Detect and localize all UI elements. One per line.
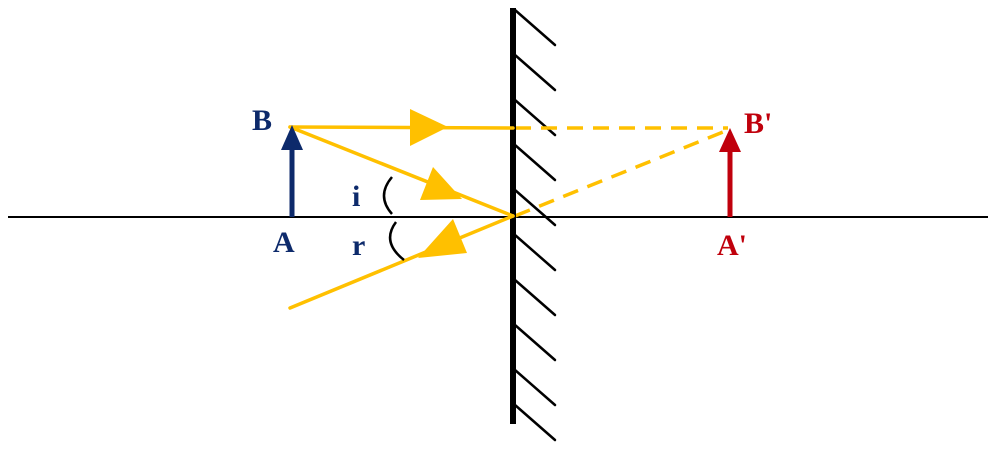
label-angle-i: i bbox=[352, 180, 360, 213]
image-arrow bbox=[719, 128, 741, 217]
label-image-base-A-prime: A' bbox=[717, 229, 747, 262]
oblique-incident-ray bbox=[288, 125, 515, 218]
angle-arcs bbox=[382, 176, 405, 261]
label-object-base-A: A bbox=[273, 226, 295, 259]
label-angle-r: r bbox=[352, 229, 365, 262]
ray-direction-arrows bbox=[410, 109, 467, 258]
label-object-top-B: B bbox=[252, 104, 272, 137]
reflection-angle-arc bbox=[388, 221, 405, 261]
light-rays bbox=[288, 125, 515, 310]
arrowhead-reflected-ray bbox=[418, 219, 467, 258]
label-image-top-B-prime: B' bbox=[744, 107, 772, 140]
object-arrow bbox=[281, 125, 303, 217]
mirror-hatching bbox=[513, 8, 557, 442]
arrowhead-horizontal-ray bbox=[410, 109, 448, 146]
arrowhead-incident-ray bbox=[420, 167, 462, 200]
incidence-angle-arc bbox=[382, 176, 393, 215]
reflected-ray bbox=[288, 214, 515, 310]
horizontal-incident-ray bbox=[288, 125, 515, 130]
virtual-ray-extensions bbox=[514, 126, 729, 218]
